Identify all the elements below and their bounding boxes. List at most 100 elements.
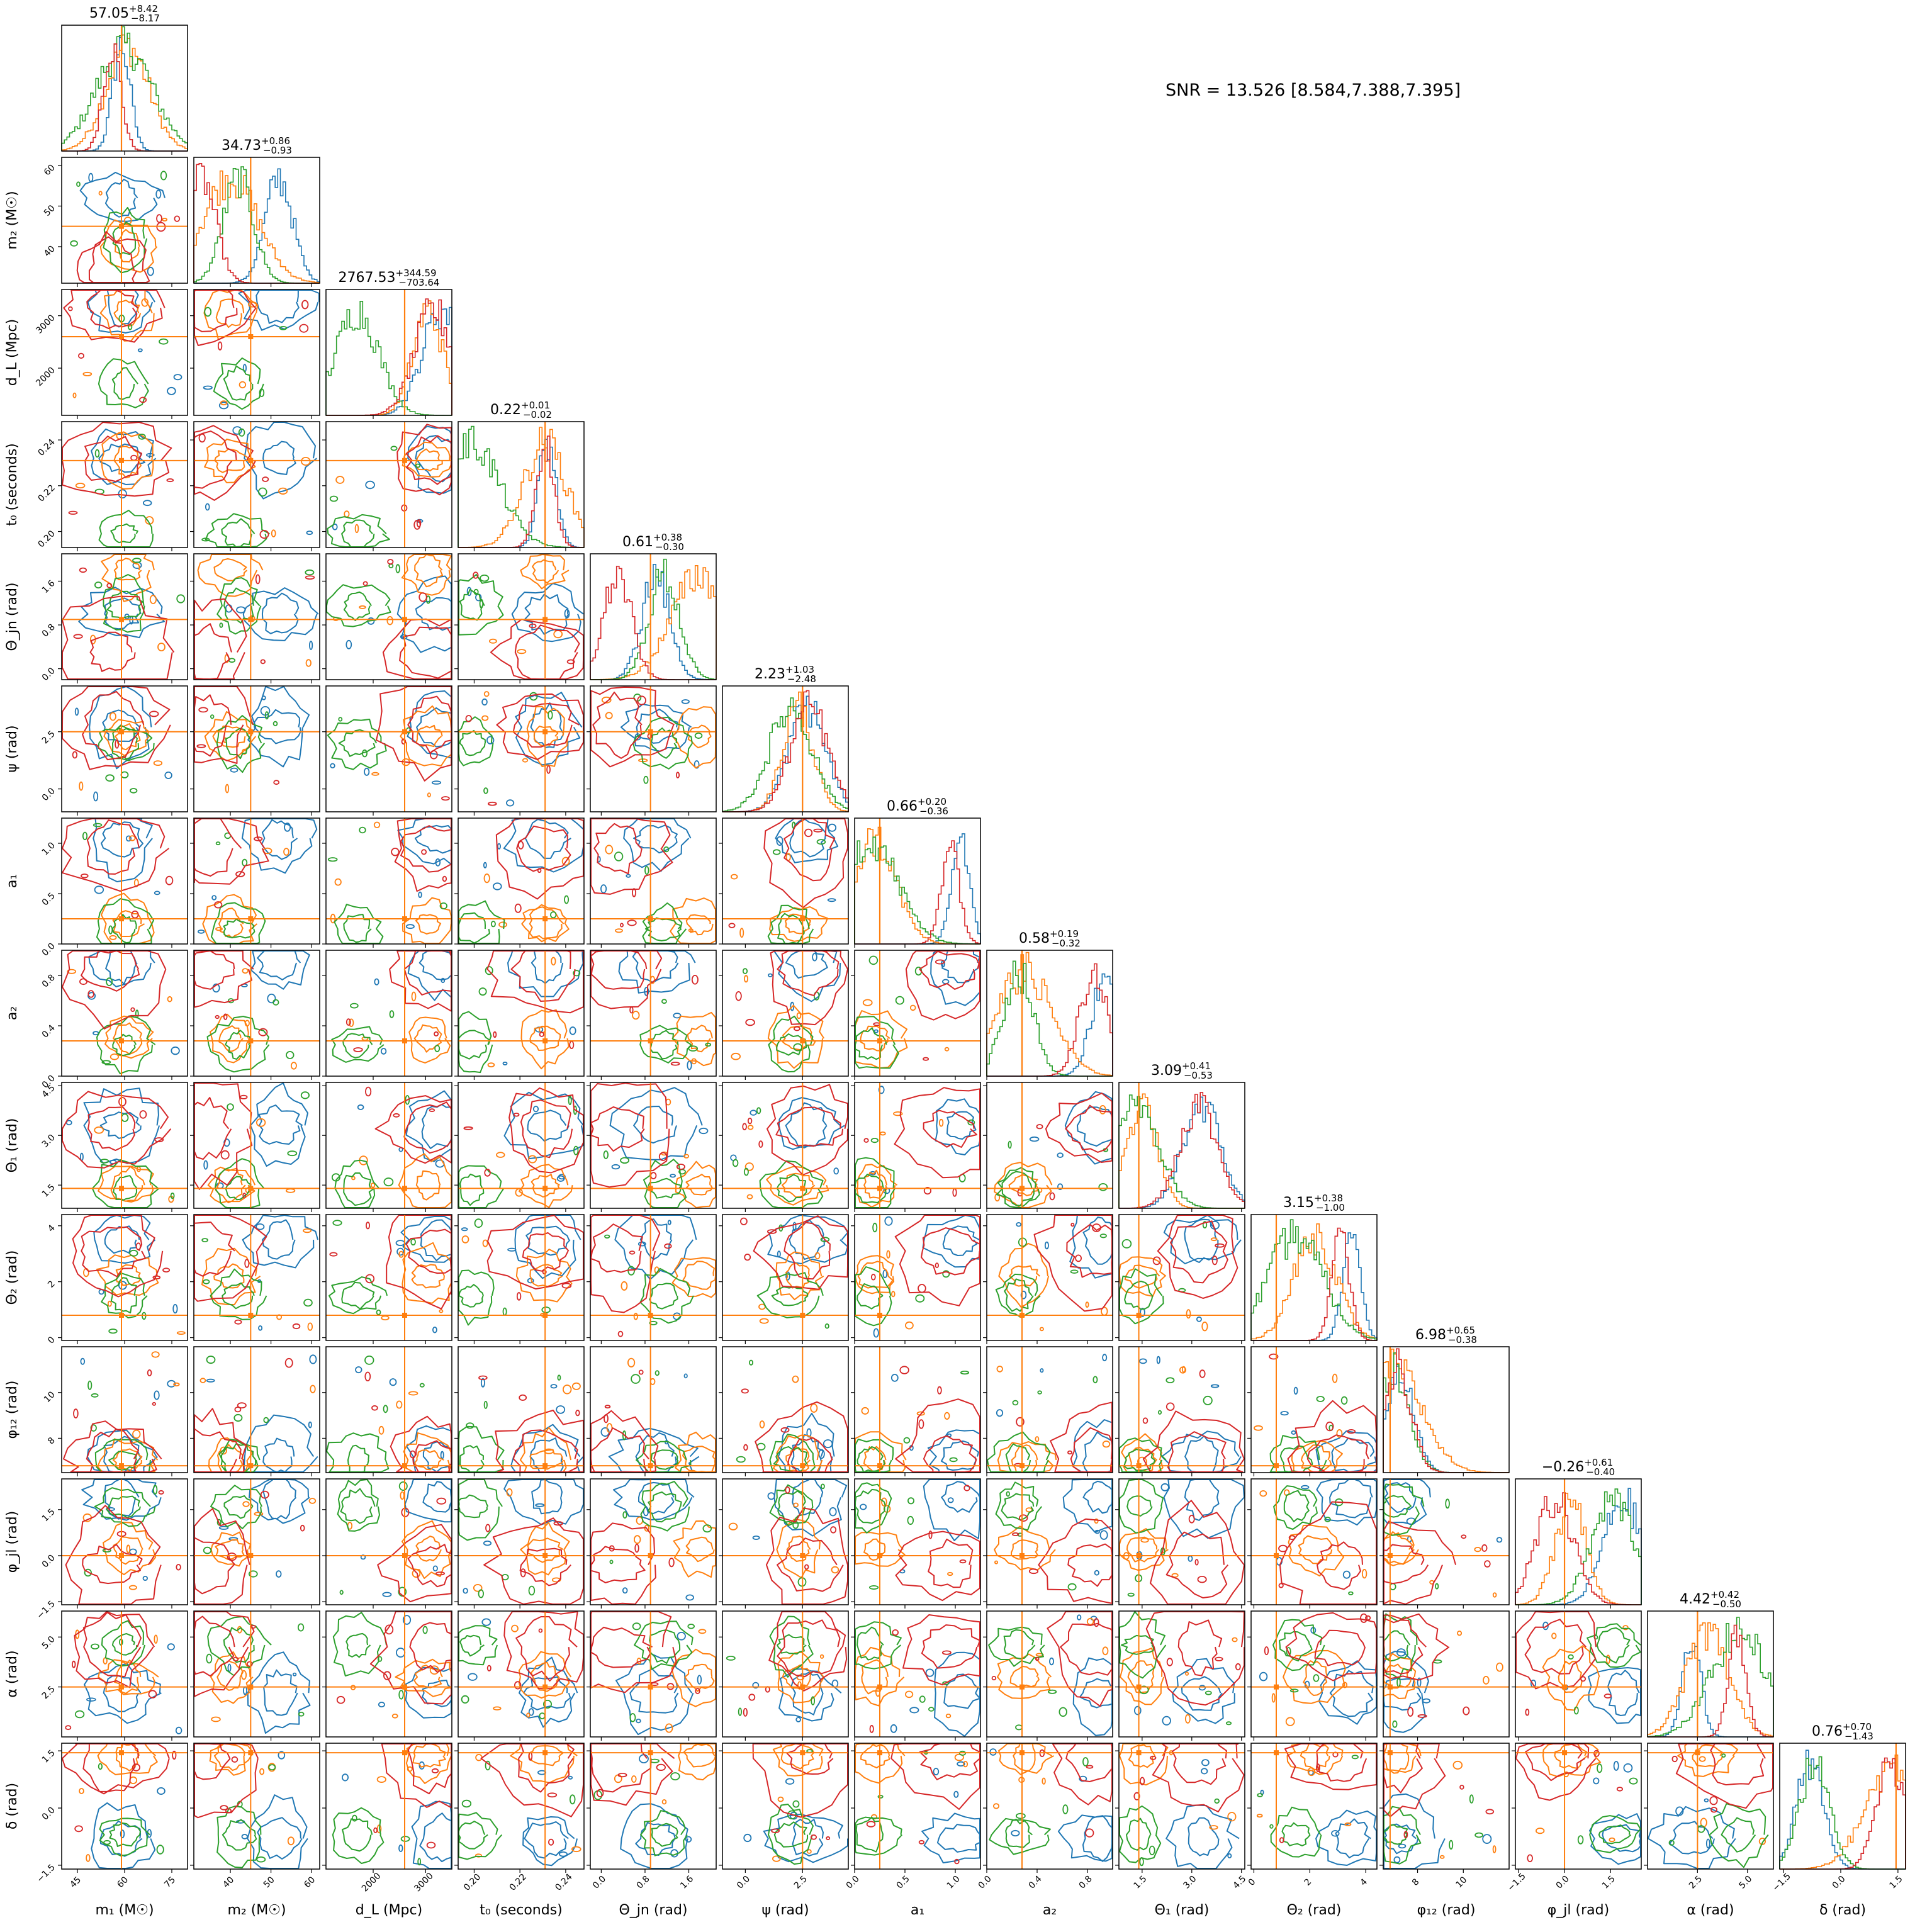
contour-blob-7-4-1-0 bbox=[632, 1011, 640, 1020]
contour-13-2-1-1 bbox=[412, 1743, 446, 1768]
panel-title-10: 6.98+0.65 −0.38 bbox=[1415, 1325, 1477, 1345]
contour-blob-5-2-2-1 bbox=[362, 749, 368, 758]
contour-blob-10-7-2-1 bbox=[1012, 1400, 1019, 1406]
contour-7-4-2-1 bbox=[649, 1030, 679, 1060]
contour-blob-9-5-0-2 bbox=[785, 1271, 790, 1281]
contour-blob-7-3-0-2 bbox=[569, 1026, 576, 1035]
contour-blob-8-5-0-1 bbox=[833, 1167, 839, 1175]
contour-12-2-1-0 bbox=[395, 1658, 452, 1697]
contour-5-1-0-0 bbox=[247, 686, 310, 768]
panel-frame-12-9 bbox=[1250, 1610, 1378, 1738]
contour-13-6-3-0 bbox=[890, 1743, 980, 1810]
contour-blob-12-11-3-0 bbox=[1580, 1676, 1587, 1682]
contour-blob-6-3-0-0 bbox=[492, 882, 502, 890]
contour-8-7-1-0 bbox=[994, 1162, 1053, 1208]
contour-blob-12-4-2-2 bbox=[629, 1713, 636, 1722]
contour-blob-11-1-3-2 bbox=[227, 1552, 237, 1561]
contour-blob-10-6-3-2 bbox=[899, 1366, 909, 1374]
xtick-label-2-0: 2000 bbox=[360, 1871, 383, 1894]
contour-13-4-1-0 bbox=[678, 1743, 716, 1781]
contour-12-1-0-1 bbox=[263, 1669, 298, 1716]
contour-6-3-1-0 bbox=[521, 904, 570, 943]
contour-blob-6-3-3-1 bbox=[514, 903, 522, 913]
contour-12-11-1-1 bbox=[1558, 1661, 1583, 1693]
panel-frame-9-2 bbox=[325, 1214, 452, 1341]
truth-marker-12-0 bbox=[119, 1684, 124, 1690]
contour-13-4-3-0 bbox=[590, 1743, 675, 1806]
contour-12-9-2-1 bbox=[1279, 1631, 1313, 1662]
contour-blob-11-2-1-1 bbox=[412, 1569, 421, 1578]
contour-blob-8-1-1-0 bbox=[256, 1118, 266, 1127]
contour-11-5-2-0 bbox=[769, 1484, 814, 1527]
contour-blob-7-4-1-2 bbox=[691, 1058, 697, 1065]
contour-12-2-2-0 bbox=[332, 1612, 387, 1676]
contour-panel-5-0: 0.02.5 bbox=[40, 685, 188, 816]
truth-marker-10-7 bbox=[1019, 1463, 1025, 1469]
contour-blob-10-2-3-0 bbox=[371, 1405, 378, 1411]
contour-blob-10-2-0-2 bbox=[355, 1366, 362, 1374]
contour-blob-10-1-3-0 bbox=[237, 1402, 247, 1409]
contour-blob-3-0-2-0 bbox=[138, 434, 146, 440]
contour-blob-5-1-3-2 bbox=[273, 780, 280, 785]
contour-panel-5-3 bbox=[454, 685, 585, 816]
contour-blob-3-0-3-1 bbox=[130, 454, 138, 461]
contour-blob-13-2-3-0 bbox=[431, 1768, 439, 1773]
panel-frame-13-6 bbox=[854, 1743, 981, 1870]
contour-blob-13-10-0-2 bbox=[1398, 1843, 1407, 1849]
contour-13-11-2-1 bbox=[1598, 1824, 1632, 1845]
contour-blob-10-3-3-1 bbox=[478, 1375, 488, 1380]
contour-blob-4-3-1-0 bbox=[517, 649, 527, 654]
contour-blob-12-3-0-0 bbox=[468, 1673, 478, 1681]
panel-frame-11-1 bbox=[193, 1478, 320, 1605]
contour-7-4-1-1 bbox=[687, 1025, 713, 1053]
hist-series-0-2 bbox=[61, 26, 188, 151]
contour-blob-10-3-0-0 bbox=[550, 1384, 558, 1389]
contour-blob-7-5-3-1 bbox=[745, 1018, 755, 1026]
contour-blob-11-10-1-2 bbox=[1474, 1547, 1481, 1553]
contour-blob-8-2-2-1 bbox=[405, 1095, 410, 1105]
contour-blob-5-4-0-1 bbox=[634, 733, 641, 741]
contour-11-7-0-1 bbox=[1082, 1480, 1113, 1514]
xtick-label-1-2: 60 bbox=[302, 1875, 317, 1890]
contour-13-1-0-1 bbox=[257, 1817, 303, 1860]
panel-frame-9-3 bbox=[458, 1214, 585, 1341]
contour-blob-8-4-2-0 bbox=[620, 1157, 630, 1164]
truth-marker-8-3 bbox=[542, 1186, 548, 1191]
xtick-label-3-0: 0.20 bbox=[462, 1872, 483, 1893]
xaxis-label-5: ψ (rad) bbox=[761, 1902, 809, 1918]
contour-blob-10-2-0-1 bbox=[389, 1378, 397, 1386]
contour-blob-6-0-0-1 bbox=[94, 885, 104, 894]
contour-blob-12-6-2-1 bbox=[942, 1681, 949, 1685]
contour-11-8-0-1 bbox=[1184, 1479, 1220, 1521]
xtick-label-3-2: 0.24 bbox=[553, 1872, 574, 1892]
panel-frame-13-13 bbox=[1779, 1743, 1906, 1870]
contour-blob-10-0-3-2 bbox=[147, 1369, 152, 1376]
contour-8-0-1-1 bbox=[110, 1165, 145, 1202]
contour-panel-12-6 bbox=[851, 1610, 981, 1741]
contour-blob-1-0-0-1 bbox=[88, 172, 94, 183]
contour-blob-9-6-2-2 bbox=[942, 1270, 950, 1278]
contour-panel-13-10: 8 10 bbox=[1379, 1743, 1510, 1890]
contour-blob-9-4-3-1 bbox=[629, 1250, 636, 1255]
contour-blob-3-1-1-0 bbox=[271, 529, 276, 537]
contour-6-4-2-0 bbox=[642, 902, 687, 944]
contour-3-2-0-0 bbox=[407, 425, 452, 494]
contour-blob-13-1-0-2 bbox=[241, 1834, 249, 1839]
contour-blob-7-0-3-2 bbox=[79, 978, 88, 986]
panel-title-4: 0.61+0.38 −0.30 bbox=[622, 532, 684, 553]
panel-frame-13-10 bbox=[1383, 1743, 1510, 1870]
contour-5-3-3-0 bbox=[496, 693, 584, 760]
contour-blob-6-2-2-1 bbox=[327, 857, 338, 862]
contour-blob-10-1-3-2 bbox=[284, 1357, 293, 1368]
xaxis-label-6: a₁ bbox=[911, 1902, 924, 1918]
contour-9-2-3-1 bbox=[405, 1228, 452, 1274]
contour-blob-12-11-3-2 bbox=[1603, 1693, 1612, 1699]
contour-blob-4-2-1-0 bbox=[359, 605, 366, 609]
panel-frame-13-11 bbox=[1515, 1743, 1642, 1870]
contour-11-0-3-1 bbox=[82, 1544, 143, 1585]
contour-blob-13-10-0-1 bbox=[1482, 1834, 1492, 1845]
contour-blob-1-0-2-0 bbox=[76, 181, 81, 188]
contour-13-3-1-1 bbox=[528, 1745, 564, 1766]
contour-blob-11-6-2-1 bbox=[907, 1515, 914, 1525]
contour-blob-6-2-2-2 bbox=[439, 902, 448, 910]
